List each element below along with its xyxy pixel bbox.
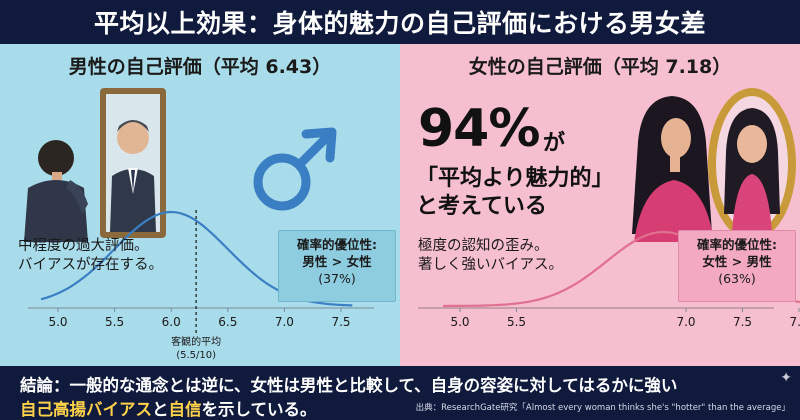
objective-mean-label: 客観的平均 <box>171 335 221 348</box>
female-distribution-chart: 5.0 5.5 7.0 7.5 7.0 <box>418 230 800 329</box>
man-with-mirror-icon <box>24 88 166 242</box>
probability-comparison: 男性 > 女性 <box>302 254 372 269</box>
male-distribution-chart: 5.0 5.5 6.0 6.5 7.0 7.5 客観的平均 (5.5/10) <box>28 210 374 361</box>
male-symbol-icon <box>253 127 337 211</box>
page-title: 平均以上効果：身体的魅力の自己評価における男女差 <box>0 0 800 44</box>
probability-value: (37%) <box>318 271 356 286</box>
probability-comparison: 女性 > 男性 <box>702 254 772 269</box>
conclusion-line-2: 自己高揚バイアスと自信を示している。 <box>20 396 317 420</box>
male-probability-box: 確率的優位性: 男性 > 女性 (37%) <box>278 230 396 302</box>
female-tick-label: 7.0 <box>676 315 695 329</box>
objective-mean-value: (5.5/10) <box>176 350 216 361</box>
conclusion-footer: 結論：一般的な通念とは逆に、女性は男性と比較して、自身の容姿に対してはるかに強い… <box>0 366 800 420</box>
quote-line-1: 「平均より魅力的」 <box>416 166 614 191</box>
female-note: 極度の認知の歪み。 著しく強いバイアス。 <box>418 237 563 275</box>
female-note-line: 極度の認知の歪み。 <box>418 238 549 254</box>
probability-label: 確率的優位性: <box>297 237 377 252</box>
female-note-line: 著しく強いバイアス。 <box>418 257 563 273</box>
female-panel-header: 女性の自己評価（平均 7.18） <box>468 56 732 78</box>
male-tick-label: 5.5 <box>105 315 124 329</box>
female-tick-label: 5.5 <box>507 315 526 329</box>
male-panel: 男性の自己評価（平均 6.43） 5.0 5.5 6.0 6.5 7.0 7.5 客観的平… <box>0 44 400 366</box>
woman-with-mirror-icon <box>632 88 796 242</box>
male-tick-label: 5.0 <box>48 315 67 329</box>
big-stat: 94% <box>418 99 540 159</box>
conclusion-line-1: 結論：一般的な通念とは逆に、女性は男性と比較して、自身の容姿に対してはるかに強い <box>20 376 678 395</box>
male-tick-label: 6.0 <box>162 315 181 329</box>
female-panel: 女性の自己評価（平均 7.18） 94% が 「平均より魅力的」 と考えている … <box>400 44 800 366</box>
conclusion-connector: と <box>152 400 169 419</box>
male-note-line: 中程度の過大評価。 <box>18 238 149 254</box>
sparkle-icon: ✦ <box>780 370 792 386</box>
male-note-line: バイアスが存在する。 <box>18 257 163 273</box>
female-tick-label: 7.5 <box>733 315 752 329</box>
male-panel-header: 男性の自己評価（平均 6.43） <box>68 56 332 78</box>
quote-line-2: と考えている <box>416 194 547 219</box>
highlight-bias: 自己高揚バイアス <box>20 400 152 419</box>
female-probability-box: 確率的優位性: 女性 > 男性 (63%) <box>678 230 796 302</box>
probability-label: 確率的優位性: <box>697 237 777 252</box>
female-tick-label: 5.0 <box>450 315 469 329</box>
female-tick-label: 7.0 <box>789 315 800 329</box>
probability-value: (63%) <box>718 271 756 286</box>
big-stat-suffix: が <box>543 131 566 156</box>
conclusion-end: を示している。 <box>201 400 317 419</box>
male-tick-label: 7.5 <box>331 315 350 329</box>
highlight-confidence: 自信 <box>168 400 202 419</box>
male-tick-label: 7.0 <box>275 315 294 329</box>
male-tick-label: 6.5 <box>218 315 237 329</box>
male-note: 中程度の過大評価。 バイアスが存在する。 <box>18 237 163 275</box>
source-citation: 出典：ResearchGate研究「Almost every woman thi… <box>415 403 790 413</box>
